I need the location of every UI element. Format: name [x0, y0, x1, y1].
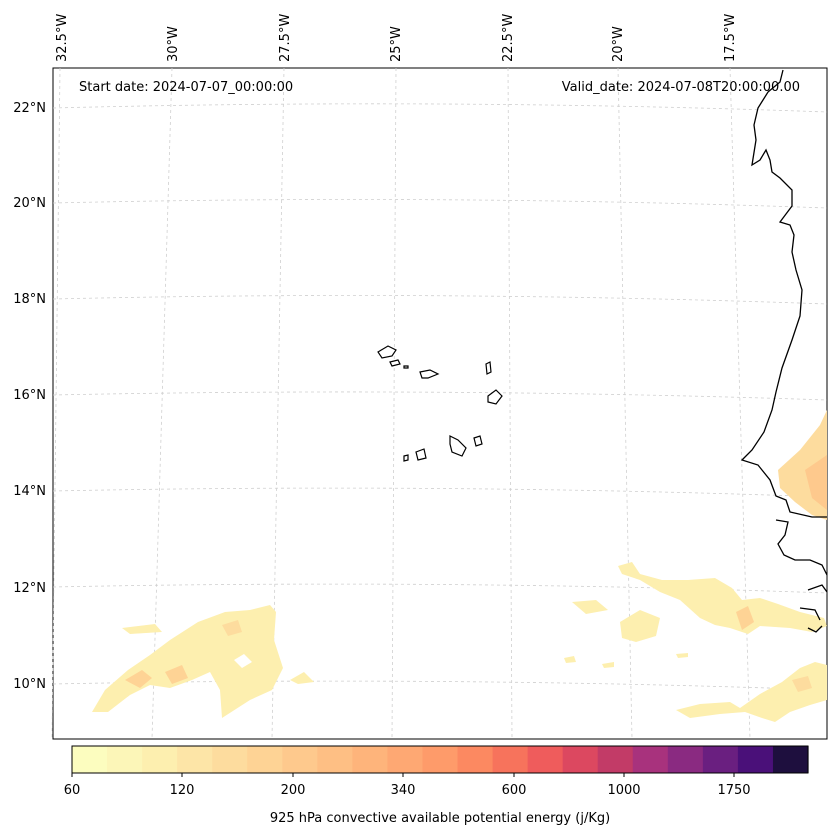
colorbar-swatch [457, 746, 494, 773]
cape-hole [234, 654, 252, 668]
colorbar-swatch [387, 746, 424, 773]
colorbar-swatch [632, 746, 669, 773]
lat-label: 12°N [13, 581, 46, 596]
island-santa-luzia [403, 365, 409, 369]
colorbar-tick-label: 60 [64, 783, 81, 798]
cape-core-east [736, 606, 754, 630]
cape-region-southeast [676, 662, 827, 722]
colorbar-swatch [527, 746, 564, 773]
africa-coast-south [775, 519, 828, 633]
cape-field [92, 410, 827, 722]
cape-verde-islands [377, 345, 503, 462]
lon-label: 20°W [611, 26, 626, 62]
cape-core-2 [165, 665, 188, 684]
cape-patch-left [572, 600, 608, 614]
cape-patch-tiny3 [676, 653, 688, 658]
lon-label: 27.5°W [278, 14, 293, 62]
colorbar-outline [71, 745, 809, 774]
colorbar-swatch [422, 746, 459, 773]
colorbar-swatch [142, 746, 178, 773]
lon-label: 30°W [166, 26, 181, 62]
colorbar-swatch [597, 746, 634, 773]
lon-label: 25°W [389, 26, 404, 62]
cape-patch-mid [620, 610, 660, 642]
cape-core-southeast [792, 676, 812, 692]
lon-label: 32.5°W [55, 14, 70, 62]
colorbar-swatch [352, 746, 389, 773]
colorbar-swatch [212, 746, 248, 773]
lon-label: 22.5°W [501, 14, 516, 62]
island-sao-nicolau [419, 369, 440, 379]
colorbar-swatch [737, 746, 774, 773]
colorbar-swatch [667, 746, 704, 773]
colorbar-tick-label: 120 [170, 783, 195, 798]
coastline [740, 69, 828, 633]
africa-coast [740, 69, 827, 518]
colorbar-swatch [72, 746, 108, 773]
colorbar-tick-labels: 60 120 200 340 600 1000 1750 [64, 783, 751, 798]
cape-core-1 [125, 670, 152, 688]
island-fogo [415, 448, 427, 461]
island-brava [403, 454, 409, 462]
cape-patch-wwest [122, 624, 162, 634]
cape-core-coast [805, 455, 827, 510]
colorbar-swatch [702, 746, 739, 773]
valid-date-label: Valid_date: 2024-07-08T20:00:00.00 [562, 80, 800, 95]
colorbar-tick-label: 340 [391, 783, 416, 798]
island-maio [473, 435, 483, 447]
colorbar-swatch [492, 746, 529, 773]
island-sal [485, 361, 492, 375]
colorbar-ticks [71, 773, 735, 777]
lat-label: 20°N [13, 196, 46, 211]
start-date-label: Start date: 2024-07-07_00:00:00 [79, 80, 293, 95]
lon-labels: 32.5°W 30°W 27.5°W 25°W 22.5°W 20°W 17.5… [55, 14, 738, 62]
cape-patch-tiny2 [602, 662, 614, 668]
map-frame [52, 67, 828, 740]
lat-label: 22°N [13, 101, 46, 116]
cape-core-3 [222, 620, 242, 636]
colorbar-label: 925 hPa convective available potential e… [270, 811, 610, 826]
island-boa-vista [487, 389, 503, 405]
colorbar-tick-label: 1000 [607, 783, 640, 798]
lat-label: 14°N [13, 484, 46, 499]
island-santiago [449, 435, 467, 457]
lat-label: 10°N [13, 677, 46, 692]
lat-labels: 22°N 20°N 18°N 16°N 14°N 12°N 10°N [13, 101, 46, 692]
lat-label: 18°N [13, 292, 46, 307]
cape-patch-tiny1 [564, 656, 576, 663]
cape-patch-small [290, 672, 314, 684]
colorbar [72, 746, 809, 773]
lon-label: 17.5°W [723, 14, 738, 62]
island-sao-vicente [389, 359, 401, 367]
colorbar-swatch [177, 746, 213, 773]
colorbar-swatch [772, 746, 809, 773]
colorbar-swatch [562, 746, 599, 773]
colorbar-swatch [282, 746, 318, 773]
colorbar-tick-label: 1750 [717, 783, 750, 798]
lat-label: 16°N [13, 388, 46, 403]
island-santo-antao [377, 345, 397, 359]
colorbar-tick-label: 600 [502, 783, 527, 798]
colorbar-tick-label: 200 [281, 783, 306, 798]
cape-region-east-band [618, 562, 827, 634]
colorbar-swatch [247, 746, 283, 773]
colorbar-swatch [317, 746, 353, 773]
colorbar-swatch [107, 746, 143, 773]
